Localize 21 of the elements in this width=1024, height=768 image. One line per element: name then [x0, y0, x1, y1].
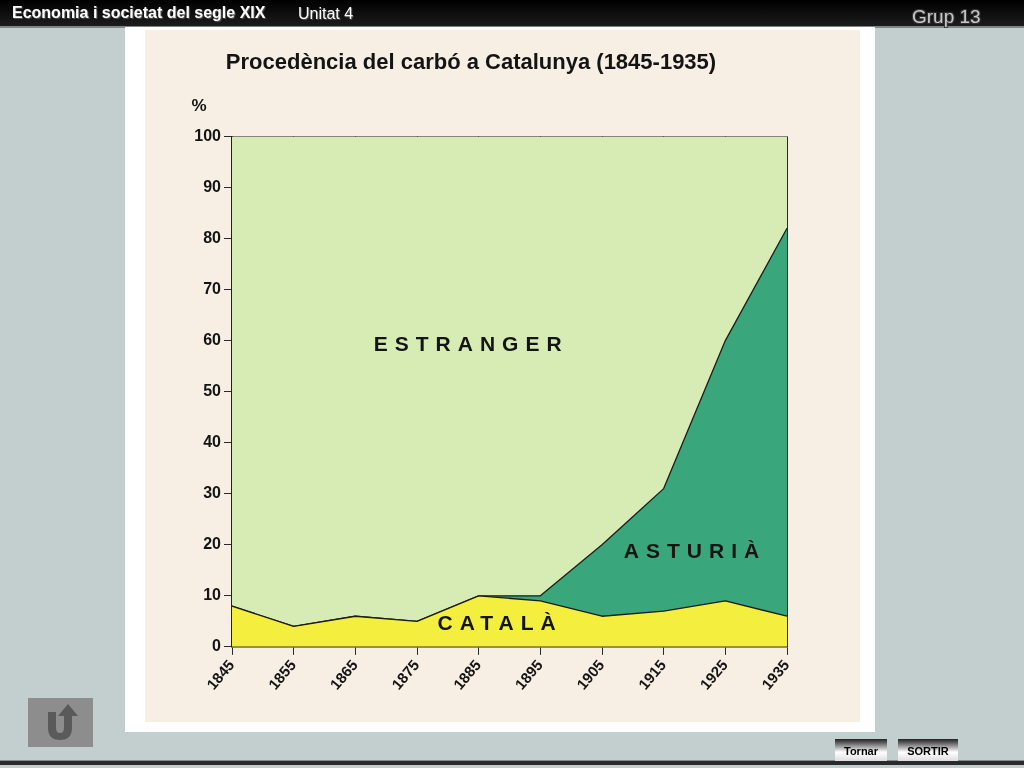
chart-title: Procedència del carbó a Catalunya (1845-1935) [225, 49, 717, 75]
y-tick-label: 40 [203, 433, 222, 451]
text: Tornar [835, 739, 887, 761]
y-tick-label: 70 [203, 279, 222, 297]
text: Economia i societat del segle XIX [12, 4, 266, 22]
y-tick-label: 20 [203, 535, 222, 553]
y-tick-label: 60 [203, 330, 222, 348]
series-label: ESTRANGER [373, 331, 569, 355]
text: Grup 13 [912, 6, 981, 28]
text: Unitat 4 [298, 5, 354, 23]
y-tick-label: 50 [203, 382, 222, 400]
y-tick-label: 10 [203, 586, 222, 604]
y-tick-label: 80 [203, 228, 222, 246]
y-tick-label: 30 [203, 484, 222, 502]
series-label: CATALÀ [437, 611, 563, 635]
series-label: ASTURIÀ [623, 539, 767, 563]
y-axis-title: % [191, 96, 207, 116]
text: SORTIR [898, 739, 958, 761]
y-tick-label: 100 [194, 126, 222, 144]
y-tick-label: 90 [203, 177, 222, 195]
y-tick-label: 0 [212, 637, 222, 655]
